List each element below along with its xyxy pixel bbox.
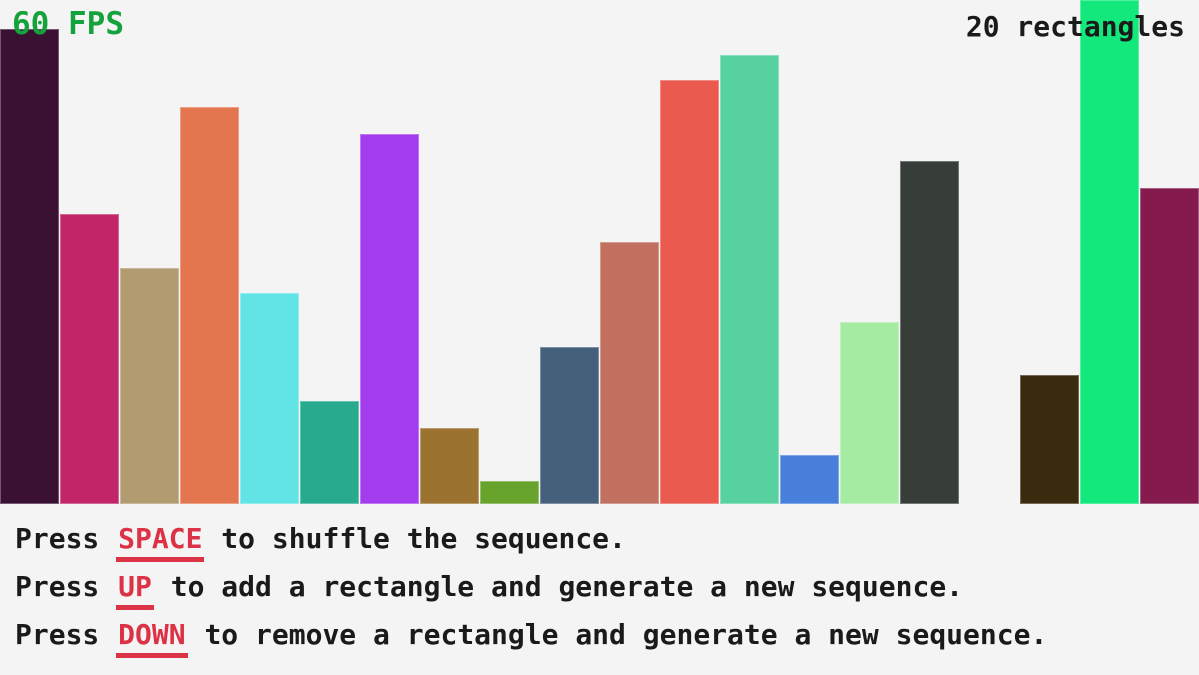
instruction-suffix: to add a rectangle and generate a new se… [153,570,964,603]
key-down-label: DOWN [116,618,188,658]
rectangle-bar [0,29,59,504]
fps-counter: 60 FPS [12,6,124,42]
instruction-line-remove: Press DOWN to remove a rectangle and gen… [15,618,1048,658]
instructions-panel: Press SPACE to shuffle the sequence. Pre… [15,522,1048,668]
rectangle-bar [1020,375,1079,504]
rectangle-bar [300,401,359,504]
rectangle-bar [480,481,539,504]
instruction-prefix: Press [15,570,117,603]
rectangle-bar [1140,188,1199,504]
rectangle-bar [780,455,839,504]
rectangle-count-label: 20 rectangles [965,10,1185,43]
rectangle-bar [240,293,299,504]
rectangle-bar [1080,0,1139,504]
rectangle-bar [840,322,899,504]
instruction-suffix: to shuffle the sequence. [204,522,626,555]
key-up-label: UP [116,570,154,610]
rectangle-bar [60,214,119,504]
rectangle-bar [900,161,959,504]
rectangle-bar [420,428,479,504]
rectangle-bar [600,242,659,504]
rectangle-bar [180,107,239,504]
rectangle-bar [540,347,599,504]
rectangle-bar [720,55,779,504]
instruction-prefix: Press [15,618,117,651]
rectangle-bar [120,268,179,504]
instruction-suffix: to remove a rectangle and generate a new… [187,618,1048,651]
key-space-label: SPACE [116,522,205,562]
instruction-line-add: Press UP to add a rectangle and generate… [15,570,1047,610]
instruction-line-shuffle: Press SPACE to shuffle the sequence. [15,522,1047,562]
rectangle-bar [660,80,719,504]
instruction-prefix: Press [15,522,117,555]
rectangle-bar [360,134,419,504]
